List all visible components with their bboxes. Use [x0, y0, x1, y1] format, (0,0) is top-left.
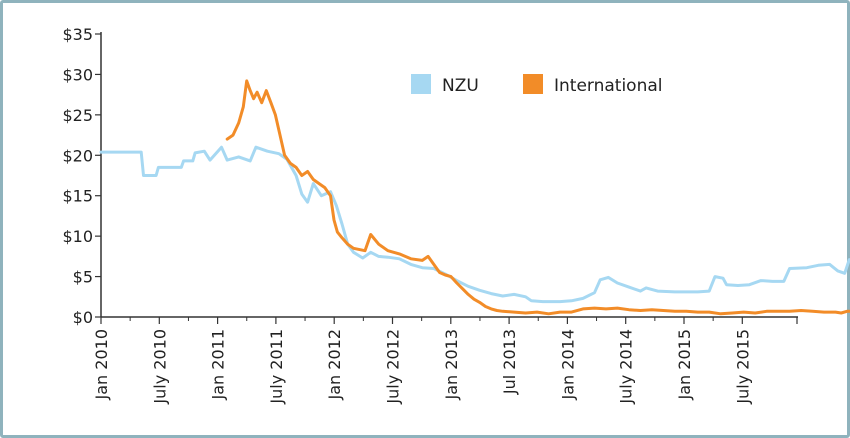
x-tick-label: Jan 2011 — [209, 329, 228, 400]
legend-label-nzu: NZU — [442, 76, 479, 96]
series-line-nzu — [99, 145, 850, 304]
y-tick-label: $30 — [62, 65, 93, 84]
y-tick-label: $20 — [62, 146, 93, 165]
legend-label-international: International — [554, 76, 663, 96]
y-tick-label: $0 — [73, 308, 93, 327]
legend-swatch-international — [523, 74, 543, 94]
y-tick-label: $10 — [62, 227, 93, 246]
legend: NZU International — [411, 74, 663, 96]
legend-swatch-nzu — [411, 74, 431, 94]
x-tick-label: Jan 2015 — [675, 329, 694, 400]
series-line-international — [225, 79, 850, 316]
x-tick-label: July 2015 — [733, 329, 752, 405]
x-tick-label: Jan 2013 — [442, 329, 461, 400]
x-tick-label: July 2011 — [267, 329, 286, 405]
y-tick-label: $25 — [62, 106, 93, 125]
y-tick-label: $15 — [62, 187, 93, 206]
x-tick-label: July 2012 — [384, 329, 403, 405]
x-tick-label: Jan 2012 — [325, 329, 344, 400]
x-tick-label: Jul 2013 — [500, 329, 519, 395]
series-layer — [99, 79, 850, 316]
x-tick-label: July 2010 — [150, 329, 169, 405]
x-tick-label: Jan 2010 — [92, 329, 111, 400]
x-tick-label: July 2014 — [617, 329, 636, 405]
y-tick-label: $5 — [73, 268, 93, 287]
x-tick-label: Jan 2014 — [558, 329, 577, 400]
axes: $0 $5 $10 $15 $20 $25 $30 $35 Jan 2010 July 2010 J… — [62, 25, 798, 405]
y-tick-label: $35 — [62, 25, 93, 44]
